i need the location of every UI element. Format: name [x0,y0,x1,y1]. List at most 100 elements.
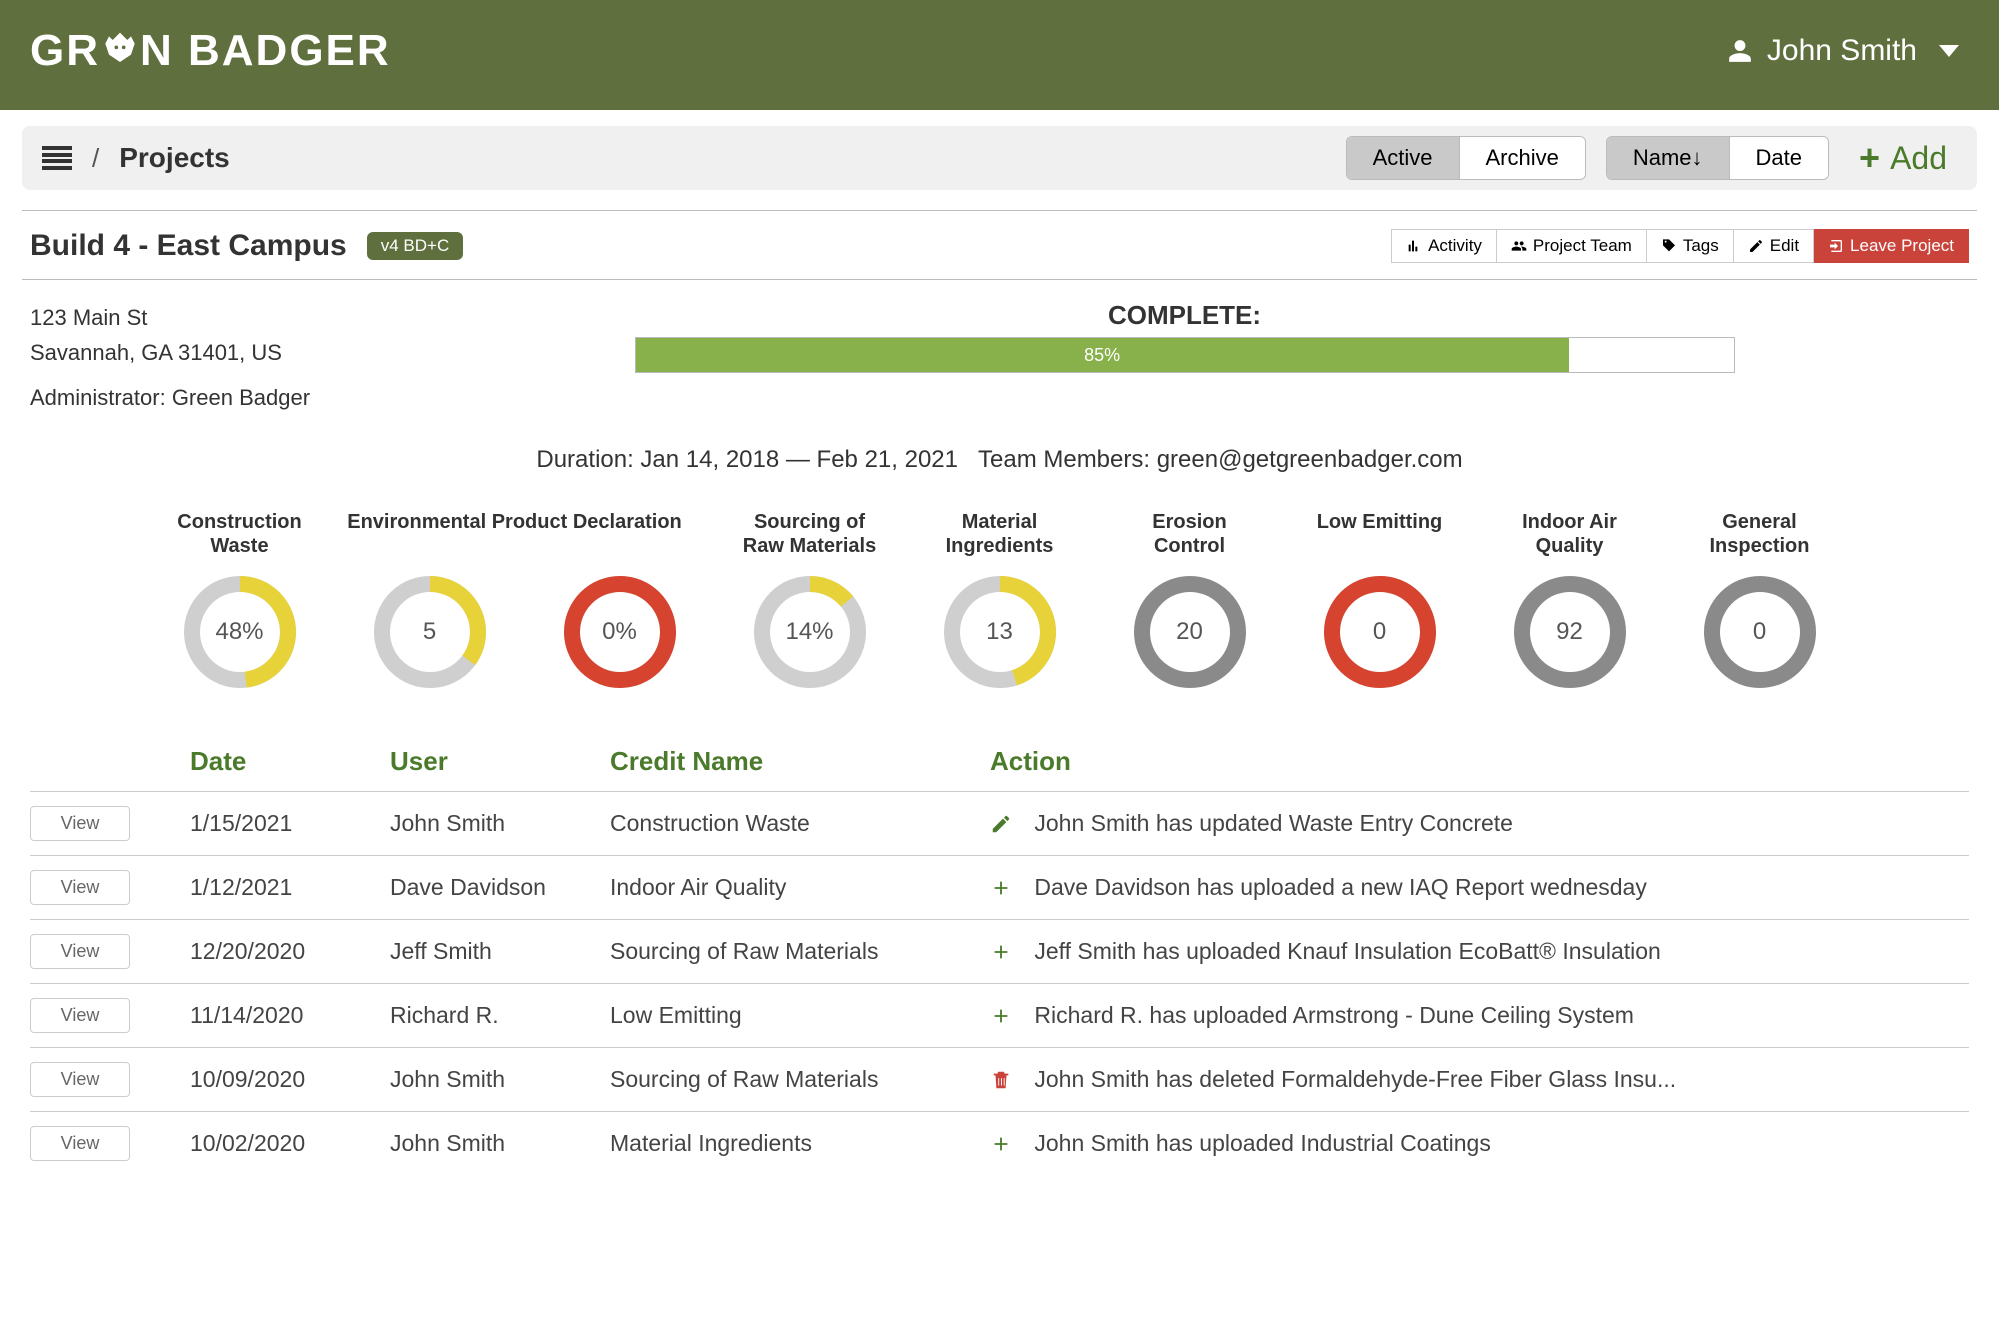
breadcrumb-bar: / Projects Active Archive Name↓ Date + A… [22,126,1977,190]
leave-button[interactable]: Leave Project [1814,229,1969,263]
user-menu[interactable]: John Smith [1727,34,1959,68]
view-button[interactable]: View [30,934,130,969]
metric-item[interactable]: Indoor Air Quality 92 [1495,510,1645,692]
cell-user: John Smith [390,1130,610,1157]
progress-bar: 85% [635,337,1735,373]
cell-date: 1/15/2021 [190,810,390,837]
project-meta: Duration: Jan 14, 2018 — Feb 21, 2021 Te… [0,446,1999,474]
project-actions: Activity Project Team Tags Edit Leave Pr… [1391,229,1969,263]
cell-action: John Smith has deleted Formaldehyde-Free… [990,1066,1969,1093]
edit-button[interactable]: Edit [1734,229,1814,263]
cell-date: 1/12/2021 [190,874,390,901]
tags-button[interactable]: Tags [1647,229,1734,263]
donut-chart: 13 [940,572,1060,692]
cell-date: 10/02/2020 [190,1130,390,1157]
filter-archive[interactable]: Archive [1459,137,1585,179]
logo-text: GRN BADGER [30,26,391,76]
metric-title: Indoor Air Quality [1495,510,1645,562]
metric-value: 48% [180,572,300,692]
sort-date[interactable]: Date [1729,137,1828,179]
pencil-icon [1748,238,1764,254]
cell-credit: Low Emitting [610,1002,990,1029]
team-icon [1511,238,1527,254]
caret-down-icon [1939,45,1959,57]
donut-chart: 20 [1130,572,1250,692]
cell-credit: Material Ingredients [610,1130,990,1157]
project-title: Build 4 - East Campus [30,229,347,263]
tag-icon [1661,238,1677,254]
user-name: John Smith [1767,34,1917,68]
project-badge: v4 BD+C [367,232,464,260]
metric-item[interactable]: General Inspection 0 [1685,510,1835,692]
cell-date: 11/14/2020 [190,1002,390,1029]
progress-fill: 85% [636,338,1569,372]
sort-name[interactable]: Name↓ [1607,137,1729,179]
view-button[interactable]: View [30,1062,130,1097]
donut-chart: 0 [1320,572,1440,692]
cell-date: 12/20/2020 [190,938,390,965]
donut-chart: 5 [370,572,490,692]
view-button[interactable]: View [30,998,130,1033]
cell-credit: Sourcing of Raw Materials [610,938,990,965]
leave-icon [1828,238,1844,254]
col-user: User [390,746,610,777]
team-button[interactable]: Project Team [1497,229,1647,263]
address-line-1: 123 Main St [30,300,360,335]
metric-item[interactable]: Low Emitting 0 [1305,510,1455,692]
view-button[interactable]: View [30,870,130,905]
metric-value: 5 [370,572,490,692]
cell-credit: Construction Waste [610,810,990,837]
complete-label: COMPLETE: [400,300,1969,331]
metric-item[interactable]: Material Ingredients 13 [925,510,1075,692]
metric-item[interactable]: Erosion Control 20 [1115,510,1265,692]
breadcrumb-separator: / [92,143,99,174]
donut-chart: 92 [1510,572,1630,692]
menu-icon[interactable] [42,146,72,170]
activity-button[interactable]: Activity [1391,229,1497,263]
table-row: View 11/14/2020 Richard R. Low Emitting … [30,983,1969,1047]
table-row: View 12/20/2020 Jeff Smith Sourcing of R… [30,919,1969,983]
sort-filter: Name↓ Date [1606,136,1829,180]
donut-chart: 48% [180,572,300,692]
logo[interactable]: GRN BADGER [30,26,391,76]
metric-item[interactable]: Environmental Product Declaration 5 [355,510,505,692]
col-credit: Credit Name [610,746,990,777]
metric-value: 92 [1510,572,1630,692]
table-row: View 1/15/2021 John Smith Construction W… [30,791,1969,855]
cell-date: 10/09/2020 [190,1066,390,1093]
metric-item[interactable]: Construction Waste 48% [165,510,315,692]
chart-icon [1406,238,1422,254]
project-header: Build 4 - East Campus v4 BD+C Activity P… [0,211,1999,279]
view-button[interactable]: View [30,1126,130,1161]
address-line-2: Savannah, GA 31401, US [30,335,360,370]
cell-user: John Smith [390,1066,610,1093]
col-action: Action [990,746,1969,777]
page-title: Projects [119,142,230,174]
metric-item[interactable]: 0% [545,510,695,692]
metric-value: 0% [560,572,680,692]
metric-value: 14% [750,572,870,692]
view-button[interactable]: View [30,806,130,841]
cell-action: Jeff Smith has uploaded Knauf Insulation… [990,938,1969,965]
plus-icon [990,1005,1018,1027]
metric-title: Material Ingredients [925,510,1075,562]
plus-icon [990,941,1018,963]
top-bar: GRN BADGER John Smith [0,0,1999,110]
add-label: Add [1890,140,1947,177]
metric-title: Low Emitting [1305,510,1455,562]
cell-action: John Smith has updated Waste Entry Concr… [990,810,1969,837]
metric-value: 0 [1320,572,1440,692]
metric-title: Construction Waste [165,510,315,562]
cell-action: John Smith has uploaded Industrial Coati… [990,1130,1969,1157]
metric-value: 13 [940,572,1060,692]
cell-user: Dave Davidson [390,874,610,901]
metric-item[interactable]: Sourcing of Raw Materials 14% [735,510,885,692]
add-button[interactable]: + Add [1849,137,1957,179]
metric-title: General Inspection [1685,510,1835,562]
trash-icon [990,1069,1018,1091]
edit-icon [990,813,1018,835]
donut-chart: 0% [560,572,680,692]
cell-credit: Sourcing of Raw Materials [610,1066,990,1093]
metric-title: Sourcing of Raw Materials [735,510,885,562]
filter-active[interactable]: Active [1347,137,1459,179]
